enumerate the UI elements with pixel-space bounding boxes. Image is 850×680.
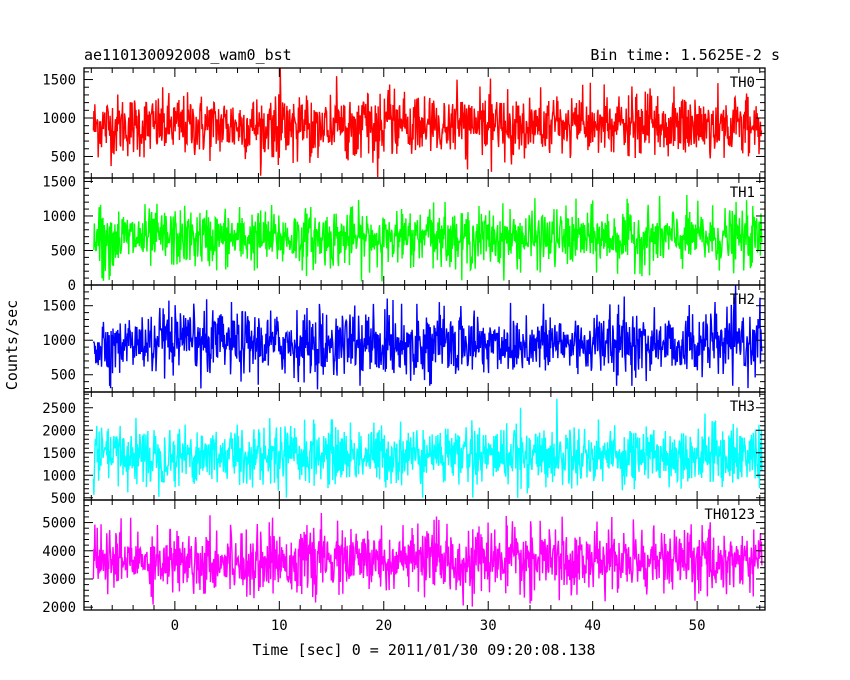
x-tick-label: 30 <box>480 618 497 634</box>
x-tick-label: 50 <box>689 618 706 634</box>
y-tick-label: 1000 <box>42 111 76 127</box>
y-tick-label: 3000 <box>42 572 76 588</box>
panel-th3: 500 1000 1500 2000 2500 TH3 <box>42 391 766 507</box>
trace-th0 <box>92 68 763 178</box>
panel-label: TH1 <box>730 185 755 201</box>
panel-frame <box>83 499 766 611</box>
panel-th2: 500 1000 1500 TH2 <box>42 284 766 393</box>
y-tick-label: 2000 <box>42 423 76 439</box>
panel-th1: 0 500 1000 1500 TH1 <box>42 174 766 294</box>
y-tick-label: 2500 <box>42 401 76 417</box>
y-tick-label: 0 <box>68 278 76 294</box>
trace-th1 <box>93 195 763 282</box>
panel-label: TH2 <box>730 292 755 308</box>
y-tick-label: 2000 <box>42 600 76 616</box>
x-tick-label: 20 <box>375 618 392 634</box>
y-tick-label: 1500 <box>42 446 76 462</box>
y-tick-label: 1000 <box>42 209 76 225</box>
y-tick-label: 500 <box>51 491 76 507</box>
y-tick-label: 1500 <box>42 73 76 89</box>
y-tick-label: 500 <box>51 243 76 259</box>
x-axis-label: Time [sec] 0 = 2011/01/30 09:20:08.138 <box>252 641 595 659</box>
panel-th0123: 2000 3000 4000 5000 TH0123 <box>42 499 766 616</box>
panel-label: TH0 <box>730 75 755 91</box>
y-tick-label: 1000 <box>42 468 76 484</box>
x-tick-label: 40 <box>584 618 601 634</box>
panel-label: TH0123 <box>704 507 755 523</box>
y-tick-label: 1500 <box>42 299 76 315</box>
y-tick-label: 4000 <box>42 544 76 560</box>
panel-label: TH3 <box>730 399 755 415</box>
y-tick-label: 1000 <box>42 333 76 349</box>
y-tick-label: 500 <box>51 149 76 165</box>
trace-th2 <box>92 285 763 390</box>
bin-time-label: Bin time: 1.5625E-2 s <box>590 46 780 64</box>
chart-title: ae110130092008_wam0_bst <box>84 46 292 64</box>
y-tick-label: 500 <box>51 368 76 384</box>
trace-th0123 <box>92 512 763 607</box>
y-axis-label: Counts/sec <box>3 300 21 390</box>
panel-th0: 500 1000 1500 TH0 <box>42 67 766 179</box>
y-tick-label: 1500 <box>42 174 76 190</box>
x-tick-label: 0 <box>171 618 179 634</box>
y-tick-label: 5000 <box>42 516 76 532</box>
trace-th3 <box>92 398 763 498</box>
x-tick-label: 10 <box>271 618 288 634</box>
